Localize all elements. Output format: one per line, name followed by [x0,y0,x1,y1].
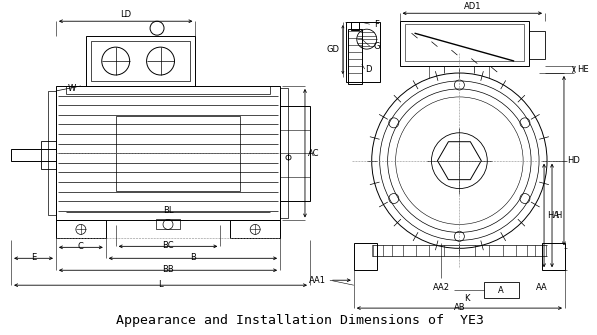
Text: H: H [555,211,561,220]
Text: Φ: Φ [285,154,291,163]
Text: Appearance and Installation Dimensions of  YE3: Appearance and Installation Dimensions o… [116,314,484,327]
Text: HA: HA [547,211,559,220]
Bar [11,149,56,161]
Bar [48,91,56,215]
Text: AC: AC [308,149,319,158]
Bar [116,116,240,191]
Bar [399,21,529,66]
Text: HD: HD [567,156,580,165]
Text: AA: AA [536,283,548,292]
Bar [280,88,288,218]
Text: E: E [31,253,36,262]
Bar [529,31,545,59]
Bar [86,36,195,86]
Text: BB: BB [162,265,174,274]
Text: W: W [67,84,76,93]
Bar [91,41,190,81]
Text: AA2: AA2 [433,283,450,292]
Text: K: K [464,294,470,303]
Text: LD: LD [120,10,131,19]
Text: GD: GD [327,45,340,54]
Text: G: G [374,42,380,51]
Bar [280,106,310,201]
Text: HE: HE [577,65,589,74]
Bar [56,86,280,220]
Bar [41,141,56,169]
Text: BC: BC [162,241,174,250]
Bar [156,219,180,229]
Bar [351,22,359,30]
Bar [484,282,519,298]
Text: BL: BL [163,206,173,215]
Bar [346,22,380,82]
Text: L: L [158,280,163,289]
Bar [542,243,565,270]
Bar [348,29,362,84]
Text: F: F [374,20,378,29]
Text: AA1: AA1 [309,276,326,285]
Text: B: B [190,253,196,262]
Text: C: C [78,242,84,251]
Text: AB: AB [454,303,465,312]
Text: AD1: AD1 [464,2,481,11]
Bar [56,220,106,239]
Bar [230,220,280,239]
Text: A: A [498,286,504,295]
Text: D: D [365,65,371,74]
Bar [405,24,524,61]
Bar [354,243,377,270]
